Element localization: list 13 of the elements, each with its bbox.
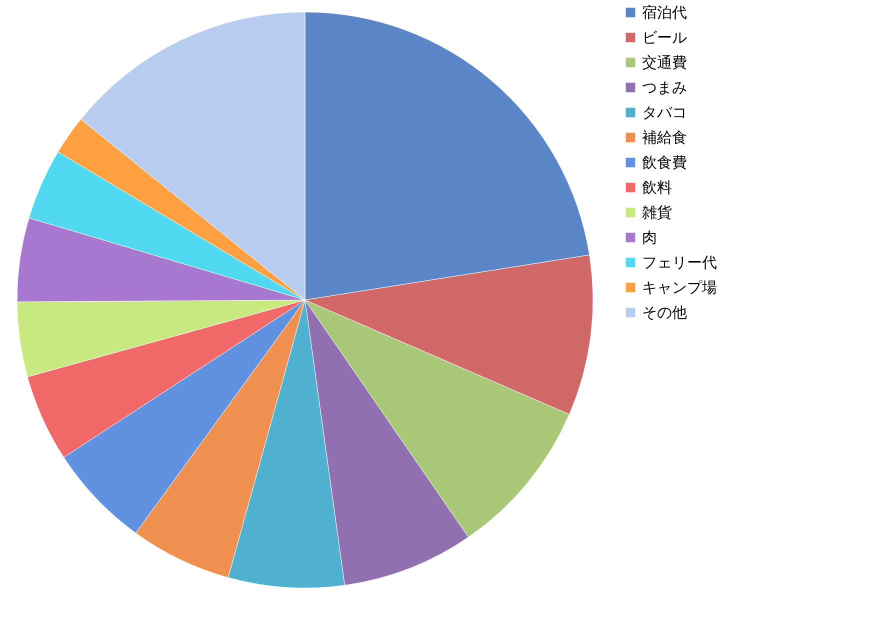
legend-label: フェリー代 bbox=[642, 254, 717, 272]
legend-label: 飲食費 bbox=[642, 154, 687, 172]
legend-label: ビール bbox=[642, 28, 687, 46]
legend-label: 補給食 bbox=[642, 128, 687, 146]
legend-label: つまみ bbox=[642, 78, 687, 96]
legend-label: 交通費 bbox=[642, 54, 687, 72]
legend-label: タバコ bbox=[642, 104, 687, 122]
legend-label: 肉 bbox=[642, 228, 657, 246]
legend-label: キャンプ場 bbox=[642, 278, 717, 296]
legend-label: 飲料 bbox=[642, 178, 672, 196]
legend-label: 宿泊代 bbox=[642, 4, 687, 22]
legend-label: 雑貨 bbox=[642, 204, 672, 222]
legend-label: その他 bbox=[642, 304, 687, 322]
